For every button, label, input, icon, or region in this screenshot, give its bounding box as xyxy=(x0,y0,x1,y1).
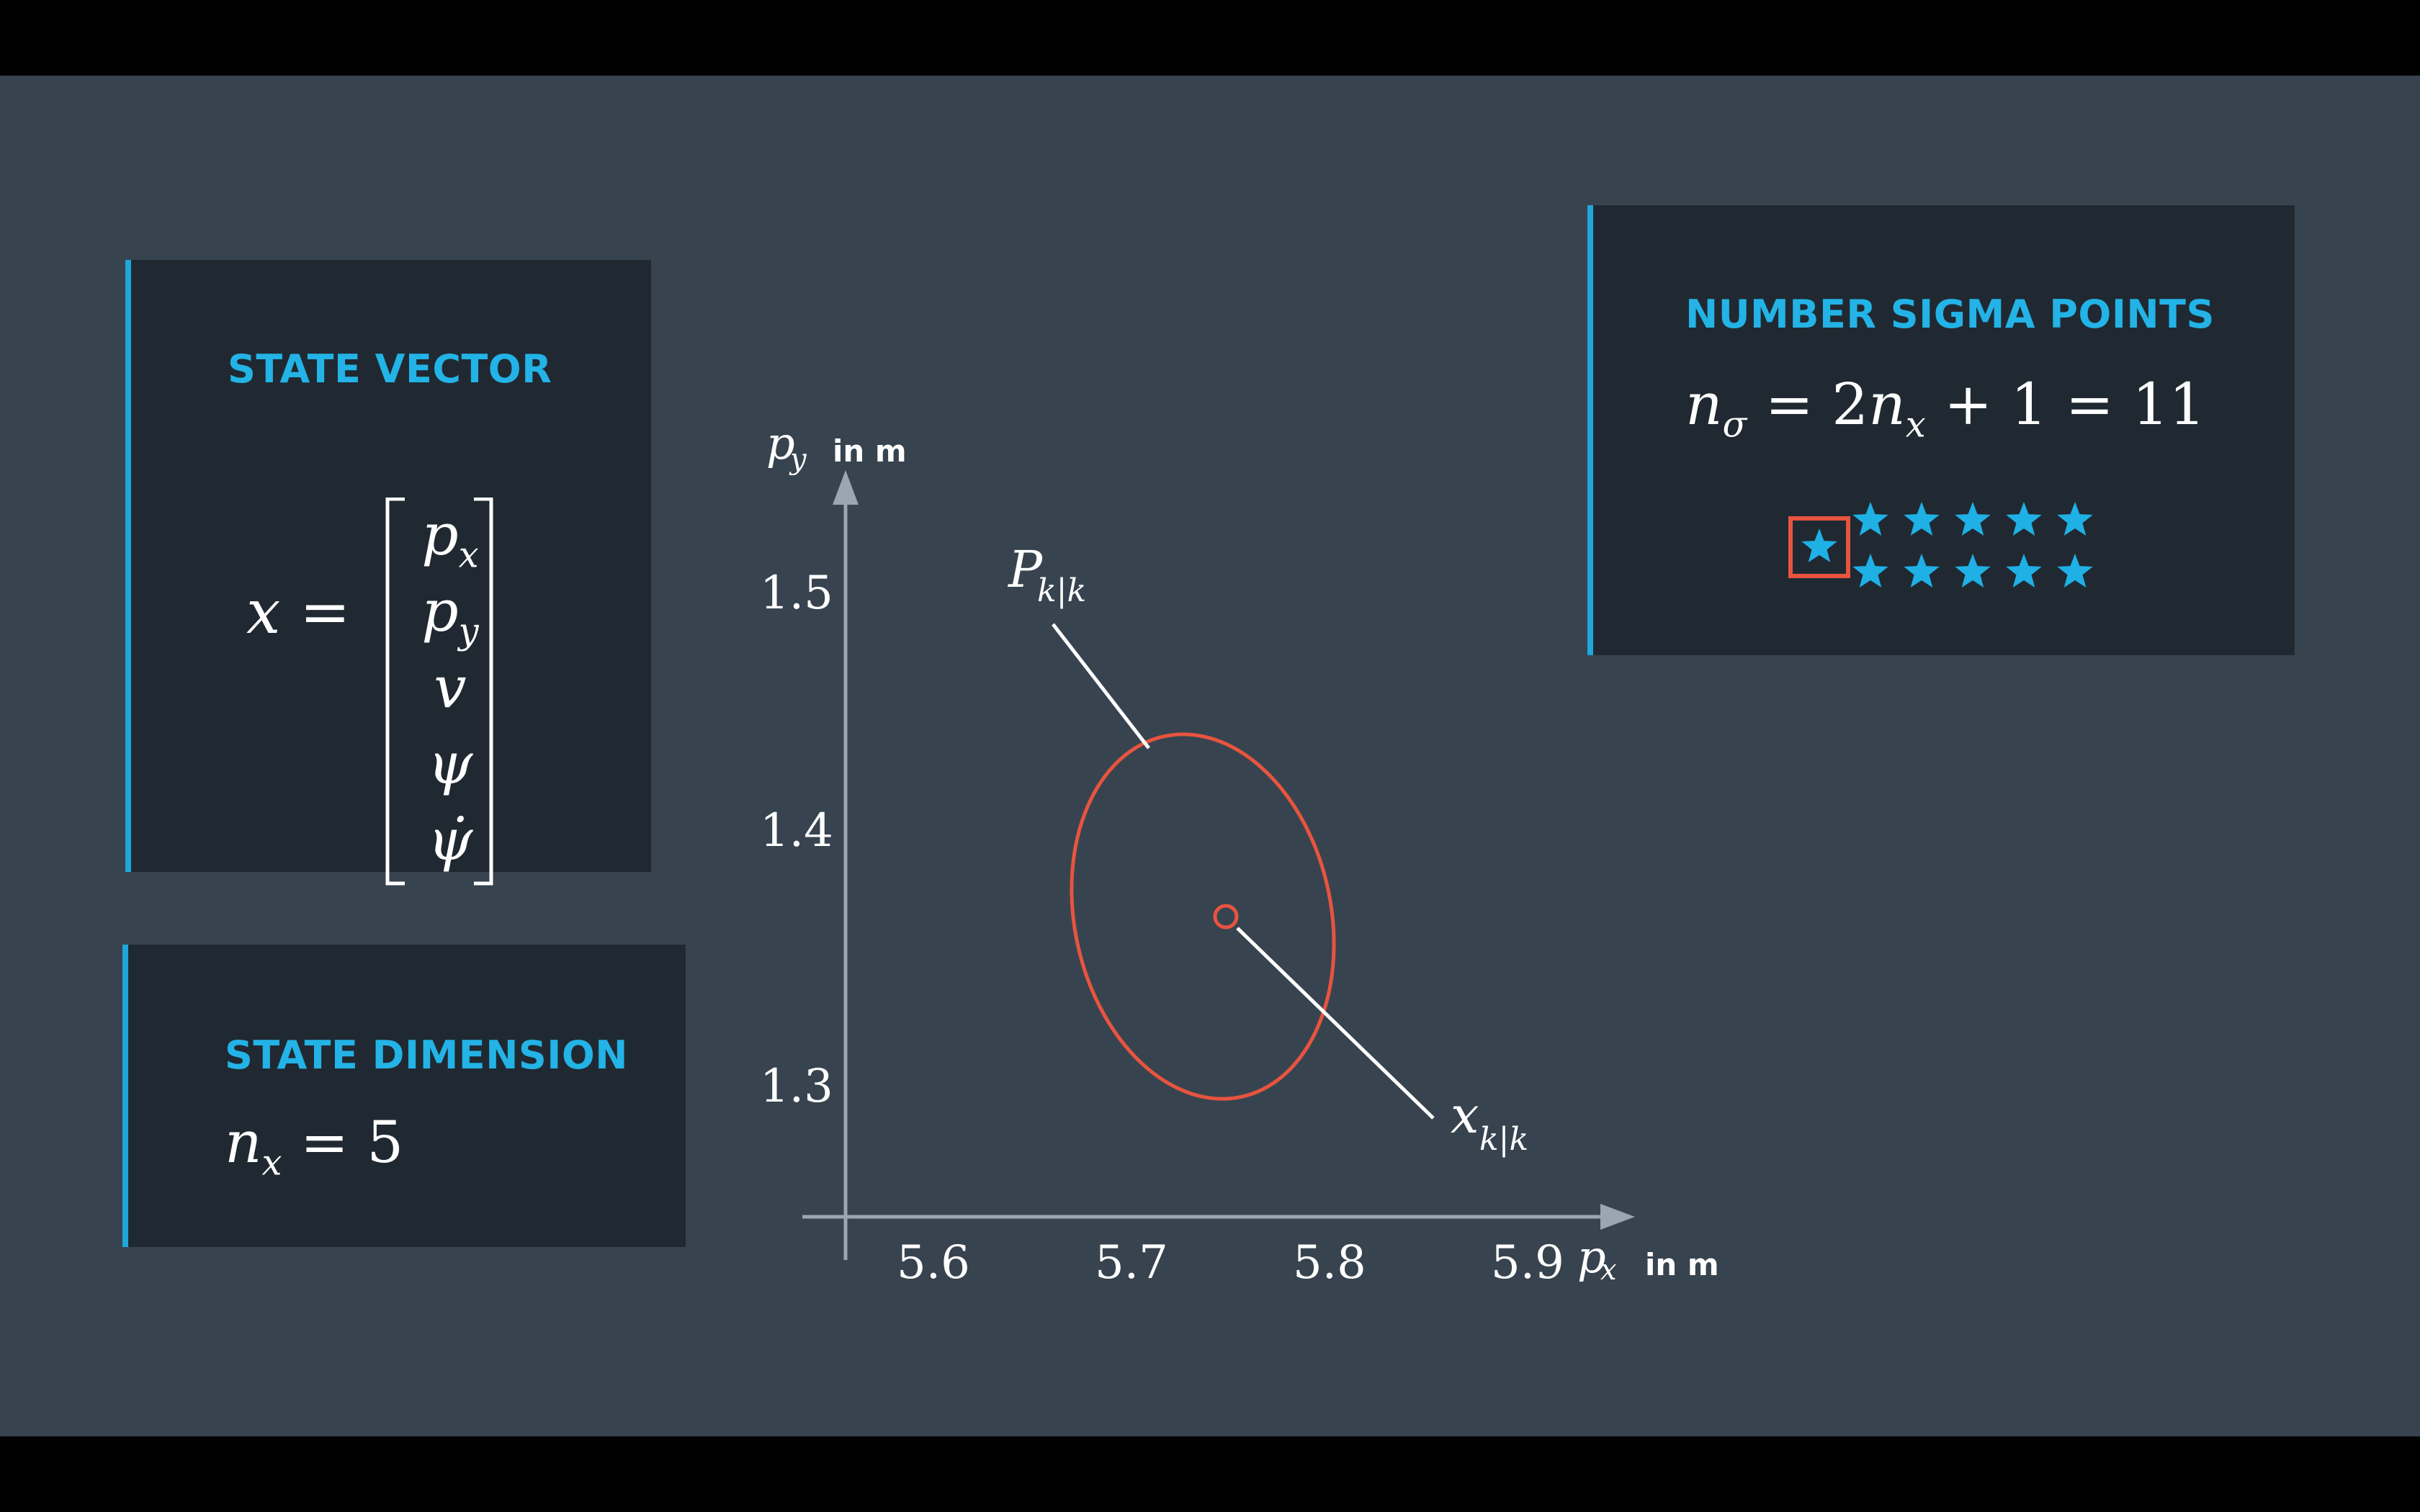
star-icon xyxy=(1904,554,1940,588)
sigma-point-stars xyxy=(1788,502,2093,588)
state-dimension-equation: nx = 5 xyxy=(225,1109,404,1184)
mean-label-sub: k|k xyxy=(1479,1121,1528,1158)
mean-point xyxy=(1213,904,1239,930)
x-axis-var: p xyxy=(1577,1230,1606,1283)
x-axis-arrowhead xyxy=(1600,1204,1635,1230)
sigma-points-title: NUMBER SIGMA POINTS xyxy=(1685,292,2215,337)
row-v: v xyxy=(434,654,467,721)
row-px: px xyxy=(421,501,479,576)
covariance-ellipse xyxy=(1070,732,1336,1101)
mean-leader-line xyxy=(1236,927,1435,1120)
state-vector-lhs: x = xyxy=(246,577,351,647)
star-icon xyxy=(1904,502,1940,536)
sigma-points-card: NUMBER SIGMA POINTS nσ = 2nx + 1 = 11 xyxy=(1587,205,2295,655)
x-tick-label: 5.8 xyxy=(1293,1236,1366,1290)
letterbox-top xyxy=(0,0,2420,76)
star-icon xyxy=(2057,502,2093,536)
right-bracket xyxy=(474,498,493,886)
covariance-leader-line xyxy=(1052,623,1150,750)
star-icon xyxy=(1852,502,1888,536)
row-py: py xyxy=(421,577,479,652)
letterbox-bottom xyxy=(0,1436,2420,1512)
star-icon xyxy=(2006,502,2042,536)
y-tick-label: 1.5 xyxy=(760,567,833,620)
covariance-label-base: P xyxy=(1007,540,1044,599)
highlighted-star-icon xyxy=(1801,528,1837,562)
x-axis-sub: x xyxy=(1600,1254,1617,1287)
row-psi: ψ xyxy=(427,730,473,797)
sigma-points-equation: nσ = 2nx + 1 = 11 xyxy=(1685,371,2206,446)
state-vector-card: STATE VECTOR x = px py v ψ ψ̇ xyxy=(125,260,651,886)
y-axis-arrowhead xyxy=(833,470,859,505)
state-vector-rows: px py v ψ ψ̇ xyxy=(405,501,496,883)
star-icon xyxy=(1955,502,1991,536)
y-axis-var: p xyxy=(766,417,795,469)
y-tick-label: 1.3 xyxy=(760,1060,833,1113)
y-axis-sub: y xyxy=(789,443,807,476)
state-dimension-title: STATE DIMENSION xyxy=(225,1032,628,1078)
star-icon xyxy=(2057,554,2093,588)
star-icon xyxy=(2006,554,2042,588)
star-icon xyxy=(1955,554,1991,588)
x-axis-unit: in m xyxy=(1645,1247,1719,1282)
covariance-label-sub: k|k xyxy=(1037,572,1086,609)
mean-label-base: x xyxy=(1451,1086,1479,1145)
star-icon xyxy=(1852,554,1888,588)
matrix-brackets xyxy=(385,498,493,886)
state-dimension-card: STATE DIMENSION nx = 5 xyxy=(122,945,686,1247)
left-bracket xyxy=(385,498,405,886)
row-psi-dot: ψ̇ xyxy=(427,806,473,873)
state-vector-title: STATE VECTOR xyxy=(228,346,552,392)
x-tick-label: 5.9 xyxy=(1491,1236,1564,1290)
state-plot: p y in m p x in m 1.5 1.4 1.3 5.6 5.7 5.… xyxy=(760,417,1719,1290)
y-axis-unit: in m xyxy=(833,433,907,469)
y-tick-label: 1.4 xyxy=(760,804,833,858)
x-tick-label: 5.6 xyxy=(897,1236,970,1290)
x-tick-label: 5.7 xyxy=(1095,1236,1168,1290)
highlight-box xyxy=(1788,516,1850,578)
slide: STATE VECTOR x = px py v ψ ψ̇ xyxy=(0,76,2420,1436)
